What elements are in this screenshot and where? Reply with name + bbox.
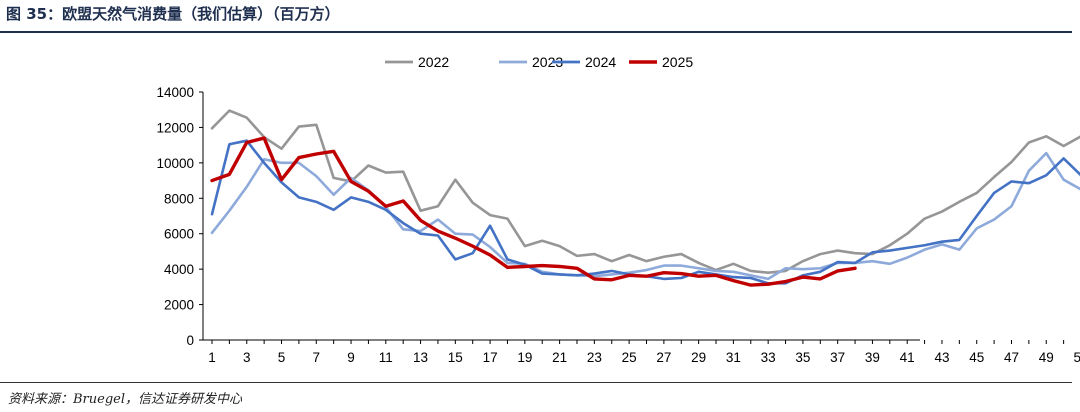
source-note: 资料来源：Bruegel，信达证券研发中心 <box>8 392 243 407</box>
x-tick-label: 13 <box>413 350 428 365</box>
title-rule <box>0 31 1072 33</box>
series-line-2023 <box>210 151 1080 281</box>
x-tick-label: 43 <box>934 350 949 365</box>
x-tick-label: 15 <box>448 350 463 365</box>
legend-label-2022: 2022 <box>418 54 449 70</box>
x-tick-label: 23 <box>587 350 602 365</box>
x-tick-label: 33 <box>761 350 776 365</box>
y-tick-label: 0 <box>186 333 194 348</box>
x-tick-label: 7 <box>313 350 321 365</box>
x-tick-label: 47 <box>1004 350 1019 365</box>
x-tick-label: 21 <box>552 350 567 365</box>
y-tick-label: 8000 <box>164 191 194 206</box>
y-tick-label: 14000 <box>156 85 194 100</box>
x-tick-label: 1 <box>208 350 216 365</box>
y-tick-label: 2000 <box>164 298 194 313</box>
x-tick-label: 3 <box>243 350 251 365</box>
y-tick-label: 4000 <box>164 262 194 277</box>
x-tick-label: 25 <box>622 350 637 365</box>
x-tick-label: 9 <box>347 350 355 365</box>
x-tick-label: 19 <box>517 350 532 365</box>
x-tick-label: 35 <box>795 350 810 365</box>
x-tick-label: 37 <box>830 350 845 365</box>
y-tick-label: 12000 <box>156 120 194 135</box>
y-tick-label: 6000 <box>164 227 194 242</box>
x-tick-label: 49 <box>1039 350 1054 365</box>
x-tick-label: 11 <box>379 350 393 365</box>
x-tick-label: 29 <box>691 350 706 365</box>
series-line-2025 <box>210 136 857 287</box>
x-tick-label: 27 <box>656 350 671 365</box>
legend-label-2024: 2024 <box>585 54 616 70</box>
series-line-2024 <box>210 139 1080 285</box>
x-tick-label: 39 <box>865 350 880 365</box>
x-tick-label: 5 <box>278 350 286 365</box>
x-tick-label: 51 <box>1073 350 1080 365</box>
legend-label-2025: 2025 <box>662 54 693 70</box>
footer-rule <box>0 382 1072 383</box>
x-tick-label: 41 <box>900 350 915 365</box>
x-tick-label: 31 <box>726 350 741 365</box>
x-tick-label: 45 <box>969 350 984 365</box>
y-tick-label: 10000 <box>156 156 194 171</box>
legend-label-2023: 2023 <box>532 54 563 70</box>
figure-title: 图 35：欧盟天然气消费量（我们估算）（百万方） <box>6 5 340 23</box>
series-line-2022 <box>210 109 1080 274</box>
x-tick-label: 17 <box>483 350 498 365</box>
